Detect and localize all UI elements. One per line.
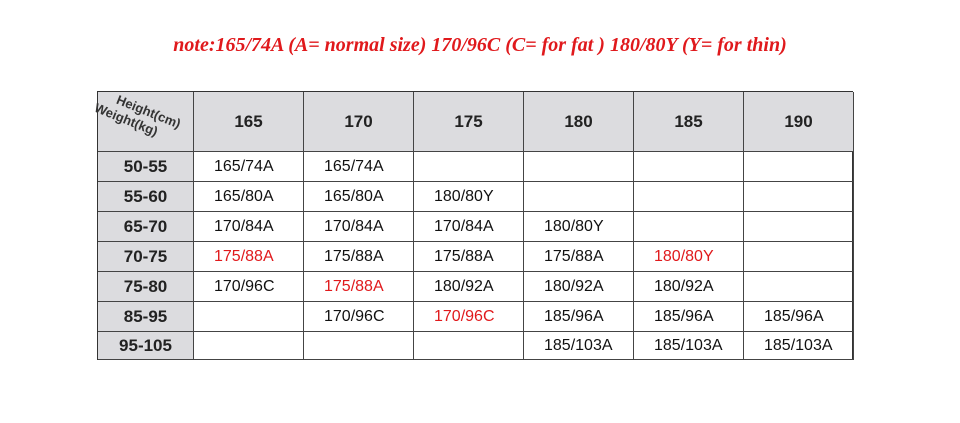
size-cell: 185/103A bbox=[744, 332, 854, 360]
size-cell bbox=[744, 212, 854, 242]
size-cell: 170/84A bbox=[304, 212, 414, 242]
row-header: 85-95 bbox=[98, 302, 194, 332]
size-cell bbox=[744, 152, 854, 182]
size-cell: 180/92A bbox=[634, 272, 744, 302]
size-note: note:165/74A (A= normal size) 170/96C (C… bbox=[173, 34, 787, 56]
row-header: 75-80 bbox=[98, 272, 194, 302]
row-header: 55-60 bbox=[98, 182, 194, 212]
size-cell: 175/88A bbox=[194, 242, 304, 272]
size-cell: 180/80Y bbox=[414, 182, 524, 212]
size-table: Height(cm) Weight(kg) 165 170 175 180 185 190 50… bbox=[92, 91, 854, 360]
size-cell: 185/103A bbox=[634, 332, 744, 360]
corner-cell: Height(cm) Weight(kg) bbox=[92, 92, 194, 152]
size-cell: 185/103A bbox=[524, 332, 634, 360]
size-cell: 165/74A bbox=[304, 152, 414, 182]
size-cell: 170/96C bbox=[414, 302, 524, 332]
size-cell: 175/88A bbox=[524, 242, 634, 272]
size-cell bbox=[524, 182, 634, 212]
size-cell bbox=[194, 332, 304, 360]
column-header: 180 bbox=[524, 92, 634, 152]
size-cell: 175/88A bbox=[304, 242, 414, 272]
size-cell: 185/96A bbox=[634, 302, 744, 332]
size-cell: 180/92A bbox=[524, 272, 634, 302]
size-cell: 170/96C bbox=[194, 272, 304, 302]
size-cell: 170/84A bbox=[414, 212, 524, 242]
size-cell bbox=[414, 152, 524, 182]
size-cell: 185/96A bbox=[744, 302, 854, 332]
size-cell: 165/80A bbox=[304, 182, 414, 212]
row-header: 65-70 bbox=[98, 212, 194, 242]
size-cell: 165/80A bbox=[194, 182, 304, 212]
size-cell: 185/96A bbox=[524, 302, 634, 332]
size-cell: 165/74A bbox=[194, 152, 304, 182]
size-cell bbox=[524, 152, 634, 182]
column-header: 185 bbox=[634, 92, 744, 152]
size-cell bbox=[744, 182, 854, 212]
size-cell: 175/88A bbox=[414, 242, 524, 272]
size-cell: 180/80Y bbox=[634, 242, 744, 272]
size-cell: 175/88A bbox=[304, 272, 414, 302]
row-header: 50-55 bbox=[98, 152, 194, 182]
size-cell: 180/92A bbox=[414, 272, 524, 302]
size-cell bbox=[744, 272, 854, 302]
size-cell bbox=[634, 152, 744, 182]
column-header: 170 bbox=[304, 92, 414, 152]
size-cell bbox=[744, 242, 854, 272]
size-cell bbox=[414, 332, 524, 360]
column-header: 190 bbox=[744, 92, 854, 152]
column-header: 175 bbox=[414, 92, 524, 152]
size-cell: 180/80Y bbox=[524, 212, 634, 242]
row-header: 95-105 bbox=[98, 332, 194, 360]
size-cell: 170/84A bbox=[194, 212, 304, 242]
size-cell bbox=[304, 332, 414, 360]
row-header: 70-75 bbox=[98, 242, 194, 272]
size-cell bbox=[194, 302, 304, 332]
column-header: 165 bbox=[194, 92, 304, 152]
size-cell: 170/96C bbox=[304, 302, 414, 332]
size-cell bbox=[634, 212, 744, 242]
size-cell bbox=[634, 182, 744, 212]
